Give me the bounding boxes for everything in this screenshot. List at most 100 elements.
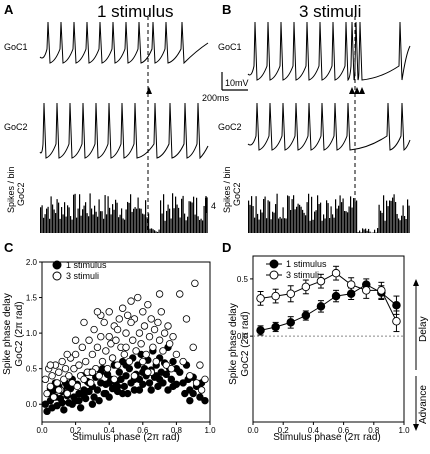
- point-1-stimulus: [58, 399, 66, 407]
- point-1-stimulus: [80, 391, 88, 400]
- c-ytick-label: 0.0: [26, 400, 38, 409]
- hist-ylabel-a-1: Spikes / bin: [6, 166, 16, 213]
- point-3-stimuli: [108, 354, 117, 362]
- point-3-stimuli: [105, 308, 113, 316]
- point-1-stimulus: [102, 389, 110, 398]
- point-3-stimuli: [186, 372, 194, 380]
- c-frame: [41, 261, 211, 423]
- marker-1-stimulus: [331, 291, 341, 301]
- legend-d: 1 stimulus 3 stimuli: [266, 259, 327, 280]
- point-1-stimulus: [63, 382, 71, 391]
- point-1-stimulus: [76, 404, 85, 412]
- point-3-stimuli: [112, 336, 120, 344]
- point-3-stimuli: [192, 379, 201, 387]
- point-3-stimuli: [162, 361, 171, 369]
- point-3-stimuli: [176, 290, 184, 298]
- point-3-stimuli: [127, 318, 135, 327]
- c-xtick-label: 0.0: [36, 426, 48, 435]
- point-3-stimuli: [97, 332, 105, 341]
- trace-label-goc2-b: GoC2: [218, 122, 242, 132]
- point-1-stimulus: [147, 386, 155, 394]
- d-frame: [252, 255, 405, 423]
- point-3-stimuli: [154, 318, 162, 327]
- point-3-stimuli: [135, 329, 144, 337]
- legend-c-series-2: 3 stimuli: [66, 271, 99, 281]
- point-1-stimulus: [120, 382, 129, 391]
- point-3-stimuli: [191, 279, 199, 288]
- marker-3-stimuli: [392, 317, 401, 326]
- legend-d-filled-marker: [269, 259, 279, 269]
- point-3-stimuli: [129, 336, 137, 344]
- hist-ylabel-b-1: Spikes / bin: [222, 166, 232, 213]
- point-3-stimuli: [98, 357, 107, 366]
- point-1-stimulus: [186, 396, 194, 405]
- point-3-stimuli: [140, 322, 149, 330]
- point-3-stimuli: [110, 375, 118, 384]
- point-3-stimuli: [46, 361, 55, 369]
- panel-d-label: D: [222, 240, 231, 255]
- point-3-stimuli: [63, 350, 71, 359]
- d-xtick-label: 0.4: [308, 426, 320, 435]
- trace-goc2-b: [247, 102, 411, 151]
- point-3-stimuli: [103, 364, 112, 373]
- marker-3-stimuli: [271, 291, 280, 301]
- d-xtick-label: 1.0: [398, 426, 410, 435]
- legend-d-series-1: 1 stimulus: [286, 259, 327, 269]
- point-3-stimuli: [130, 372, 139, 380]
- point-1-stimulus: [41, 400, 50, 408]
- trace-goc1-b: [247, 21, 411, 82]
- point-1-stimulus: [162, 370, 171, 379]
- point-3-stimuli: [144, 368, 152, 376]
- point-3-stimuli: [142, 350, 150, 359]
- point-3-stimuli: [123, 311, 132, 320]
- marker-1-stimulus: [286, 318, 296, 327]
- point-3-stimuli: [132, 347, 140, 355]
- d-xtick-label: 0.8: [368, 426, 380, 435]
- panel-a-title: 1 stimulus: [97, 2, 174, 21]
- point-3-stimuli: [134, 293, 142, 302]
- point-3-stimuli: [43, 389, 51, 398]
- point-3-stimuli: [75, 361, 83, 369]
- points-c: [41, 279, 209, 416]
- panel-c-label: C: [4, 240, 14, 255]
- point-1-stimulus: [181, 389, 189, 398]
- point-3-stimuli: [65, 372, 73, 380]
- hist-ylabel-b-2: GoC2: [232, 182, 242, 206]
- d-xtick-label: 0.6: [338, 426, 350, 435]
- c-xtick-label: 1.0: [204, 426, 216, 435]
- marker-3-stimuli: [316, 276, 326, 286]
- point-1-stimulus: [139, 380, 147, 389]
- point-3-stimuli: [147, 315, 155, 323]
- point-3-stimuli: [61, 364, 70, 373]
- point-3-stimuli: [70, 364, 78, 373]
- d-ytick-label: 0.5: [237, 275, 249, 284]
- point-1-stimulus: [115, 368, 123, 376]
- point-3-stimuli: [196, 361, 204, 369]
- point-3-stimuli: [48, 372, 56, 380]
- point-3-stimuli: [189, 343, 197, 352]
- point-3-stimuli: [68, 379, 76, 387]
- marker-1-stimulus: [301, 311, 311, 320]
- legend-c-series-1: 1 stimulus: [66, 260, 107, 270]
- point-1-stimulus: [90, 393, 98, 401]
- point-1-stimulus: [113, 382, 122, 391]
- marker-1-stimulus: [271, 322, 280, 332]
- legend-c-open-marker: [52, 271, 62, 281]
- point-1-stimulus: [68, 400, 76, 408]
- point-3-stimuli: [113, 325, 122, 334]
- point-3-stimuli: [71, 336, 80, 344]
- point-3-stimuli: [145, 332, 154, 341]
- point-3-stimuli: [122, 329, 130, 337]
- point-3-stimuli: [139, 308, 147, 316]
- point-3-stimuli: [46, 382, 55, 391]
- point-3-stimuli: [169, 332, 177, 341]
- point-1-stimulus: [95, 396, 103, 405]
- point-3-stimuli: [120, 350, 129, 359]
- point-1-stimulus: [201, 396, 209, 405]
- point-3-stimuli: [90, 325, 98, 334]
- trace-goc1-a: [39, 21, 209, 65]
- point-1-stimulus: [93, 386, 102, 394]
- point-3-stimuli: [182, 315, 191, 323]
- point-3-stimuli: [78, 343, 87, 352]
